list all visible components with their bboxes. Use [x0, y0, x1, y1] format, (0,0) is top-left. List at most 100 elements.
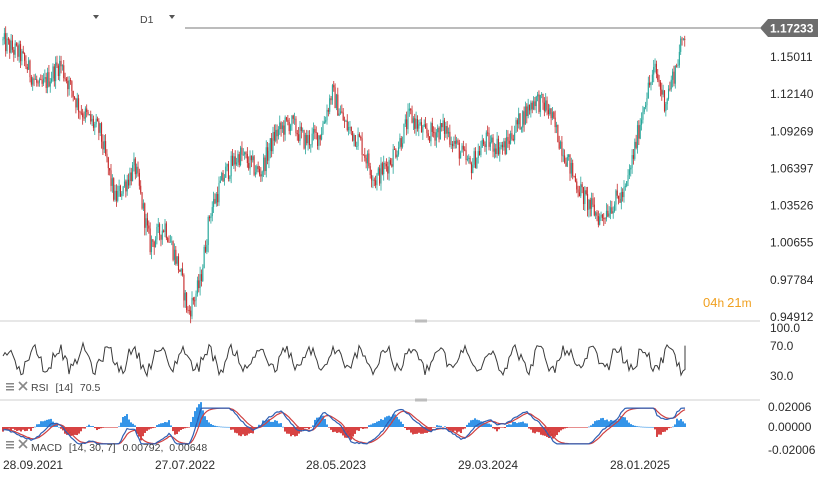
- candle-body: [144, 203, 146, 228]
- candle-body: [236, 162, 238, 165]
- candle-body: [581, 184, 583, 188]
- macd-histogram-bar: [134, 425, 136, 427]
- macd-histogram-bar: [70, 427, 72, 436]
- candle-body: [425, 124, 427, 129]
- candle-body: [605, 210, 607, 219]
- macd-settings-icon[interactable]: [6, 441, 14, 449]
- macd-histogram-bar: [28, 427, 30, 429]
- macd-histogram-bar: [188, 427, 190, 428]
- candle-body: [469, 157, 471, 164]
- macd-histogram-bar: [248, 427, 250, 434]
- candle-body: [177, 256, 180, 270]
- macd-histogram-bar: [608, 421, 610, 427]
- candle-body: [36, 79, 38, 83]
- macd-histogram-bar: [494, 427, 496, 430]
- candle-body: [489, 142, 491, 147]
- resize-handle-rsi[interactable]: [415, 319, 427, 323]
- candle-body: [400, 138, 402, 147]
- candle-body: [155, 239, 157, 248]
- macd-histogram-bar: [304, 427, 306, 429]
- macd-histogram-bar: [520, 422, 522, 427]
- macd-histogram-bar: [514, 421, 516, 427]
- candle-body: [352, 131, 354, 141]
- candle-body: [68, 80, 70, 90]
- candle-body: [34, 79, 36, 80]
- macd-histogram-bar: [428, 427, 430, 432]
- candle-body: [627, 175, 629, 182]
- macd-histogram-bar: [672, 426, 674, 428]
- candle-body: [650, 82, 652, 86]
- candle-body: [277, 129, 279, 137]
- candle-body: [190, 310, 192, 317]
- candle-body: [419, 122, 421, 125]
- macd-histogram-bar: [544, 427, 546, 436]
- candle-body: [398, 147, 400, 155]
- rsi-label: RSI: [31, 382, 49, 394]
- candle-body: [76, 98, 78, 108]
- candle-body: [510, 133, 512, 144]
- macd-histogram-bar: [88, 424, 90, 427]
- candle-body: [65, 78, 67, 81]
- macd-histogram-bar: [74, 427, 76, 435]
- candle-body: [639, 124, 641, 139]
- candle-body: [203, 246, 205, 268]
- candle-body: [535, 96, 537, 107]
- macd-histogram-bar: [588, 426, 590, 428]
- candle-body: [10, 40, 12, 53]
- candle-body: [280, 122, 282, 130]
- macd-histogram-bar: [84, 427, 86, 429]
- candle-body: [582, 187, 585, 205]
- macd-histogram-bar: [334, 427, 336, 432]
- rsi-close-icon[interactable]: [18, 381, 28, 391]
- macd-histogram-bar: [20, 427, 22, 432]
- macd-histogram-bar: [318, 417, 320, 427]
- candle-body: [202, 267, 204, 281]
- macd-histogram-bar: [540, 427, 542, 435]
- candle-body: [553, 112, 555, 118]
- macd-histogram-bar: [630, 424, 632, 427]
- candle-body: [321, 133, 323, 140]
- candle-body: [90, 114, 92, 122]
- candle-body: [5, 33, 7, 52]
- timeframe-label[interactable]: D1: [140, 14, 154, 26]
- rsi-tick-label: 30.0: [770, 369, 794, 383]
- macd-histogram-bar: [468, 422, 470, 427]
- candle-body: [634, 141, 636, 159]
- macd-histogram-bar: [216, 426, 218, 427]
- macd-histogram-bar: [590, 425, 592, 427]
- macd-histogram-bar: [364, 427, 366, 429]
- candle-body: [98, 121, 100, 133]
- macd-histogram-bar: [638, 426, 640, 428]
- candle-body: [429, 136, 431, 142]
- candle-body: [180, 268, 182, 272]
- countdown-h-unit: h: [717, 296, 724, 310]
- symbol-caret-down-icon[interactable]: [93, 15, 99, 19]
- candle-body: [37, 82, 39, 84]
- macd-histogram-bar: [616, 420, 618, 427]
- candle-body: [292, 115, 294, 119]
- candle-body: [115, 190, 117, 201]
- resize-handle-macd[interactable]: [415, 398, 427, 402]
- candle-body: [250, 155, 252, 161]
- macd-histogram-bar: [224, 426, 226, 428]
- candle-body: [393, 149, 396, 150]
- candle-body: [420, 122, 423, 133]
- macd-close-icon[interactable]: [18, 439, 28, 449]
- candle-body: [457, 140, 459, 143]
- candle-body: [110, 170, 112, 186]
- candle-body: [123, 181, 126, 187]
- macd-histogram-bar: [184, 427, 186, 429]
- time-axis: 28.09.2021 27.07.2022 28.05.2023 29.03.2024…: [3, 458, 670, 472]
- macd-params: [14, 30, 7]: [69, 442, 116, 454]
- macd-histogram-bar: [656, 427, 658, 437]
- macd-histogram-bar: [60, 427, 62, 429]
- macd-histogram-bar: [100, 427, 102, 429]
- timeframe-caret-down-icon[interactable]: [169, 15, 175, 19]
- candle-body: [600, 214, 602, 217]
- candle-body: [499, 147, 501, 155]
- price-tick-label: 1.06397: [770, 161, 814, 175]
- candle-body: [458, 142, 460, 159]
- rsi-settings-icon[interactable]: [6, 383, 14, 391]
- macd-histogram-bar: [668, 427, 670, 429]
